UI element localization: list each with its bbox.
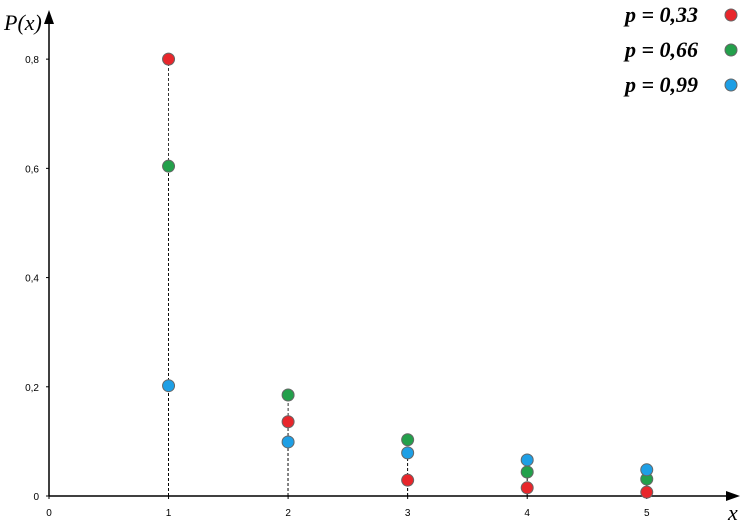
point bbox=[401, 433, 415, 447]
y-tick-label: 0,6 bbox=[25, 164, 39, 175]
x-tick-label: 0 bbox=[46, 508, 52, 519]
point bbox=[162, 379, 176, 393]
y-tick-label: 0 bbox=[33, 492, 39, 503]
y-tick-label: 0,8 bbox=[25, 55, 39, 66]
point bbox=[401, 473, 415, 487]
point bbox=[281, 388, 295, 402]
x-tick-label: 2 bbox=[285, 508, 291, 519]
legend-marker bbox=[724, 78, 738, 92]
y-tick-label: 0,2 bbox=[25, 383, 39, 394]
legend-marker bbox=[724, 8, 738, 22]
point bbox=[640, 485, 654, 499]
y-axis-arrow bbox=[44, 10, 54, 24]
y-tick-label: 0,4 bbox=[25, 274, 39, 285]
point bbox=[281, 415, 295, 429]
point bbox=[520, 465, 534, 479]
y-axis-label: P(x) bbox=[3, 10, 42, 35]
legend-label: p = 0,33 bbox=[623, 2, 698, 27]
x-tick-label: 5 bbox=[644, 508, 650, 519]
legend-label: p = 0,99 bbox=[623, 72, 698, 97]
point bbox=[520, 481, 534, 495]
x-tick-label: 1 bbox=[166, 508, 172, 519]
point bbox=[162, 159, 176, 173]
legend-label: p = 0,66 bbox=[623, 37, 698, 62]
point bbox=[401, 446, 415, 460]
legend-marker bbox=[724, 43, 738, 57]
x-axis-label: x bbox=[727, 500, 738, 525]
x-axis-arrow bbox=[726, 491, 740, 501]
x-tick-label: 4 bbox=[524, 508, 530, 519]
point bbox=[520, 453, 534, 467]
point bbox=[281, 435, 295, 449]
x-tick-label: 3 bbox=[405, 508, 411, 519]
point bbox=[640, 463, 654, 477]
point bbox=[162, 52, 176, 66]
